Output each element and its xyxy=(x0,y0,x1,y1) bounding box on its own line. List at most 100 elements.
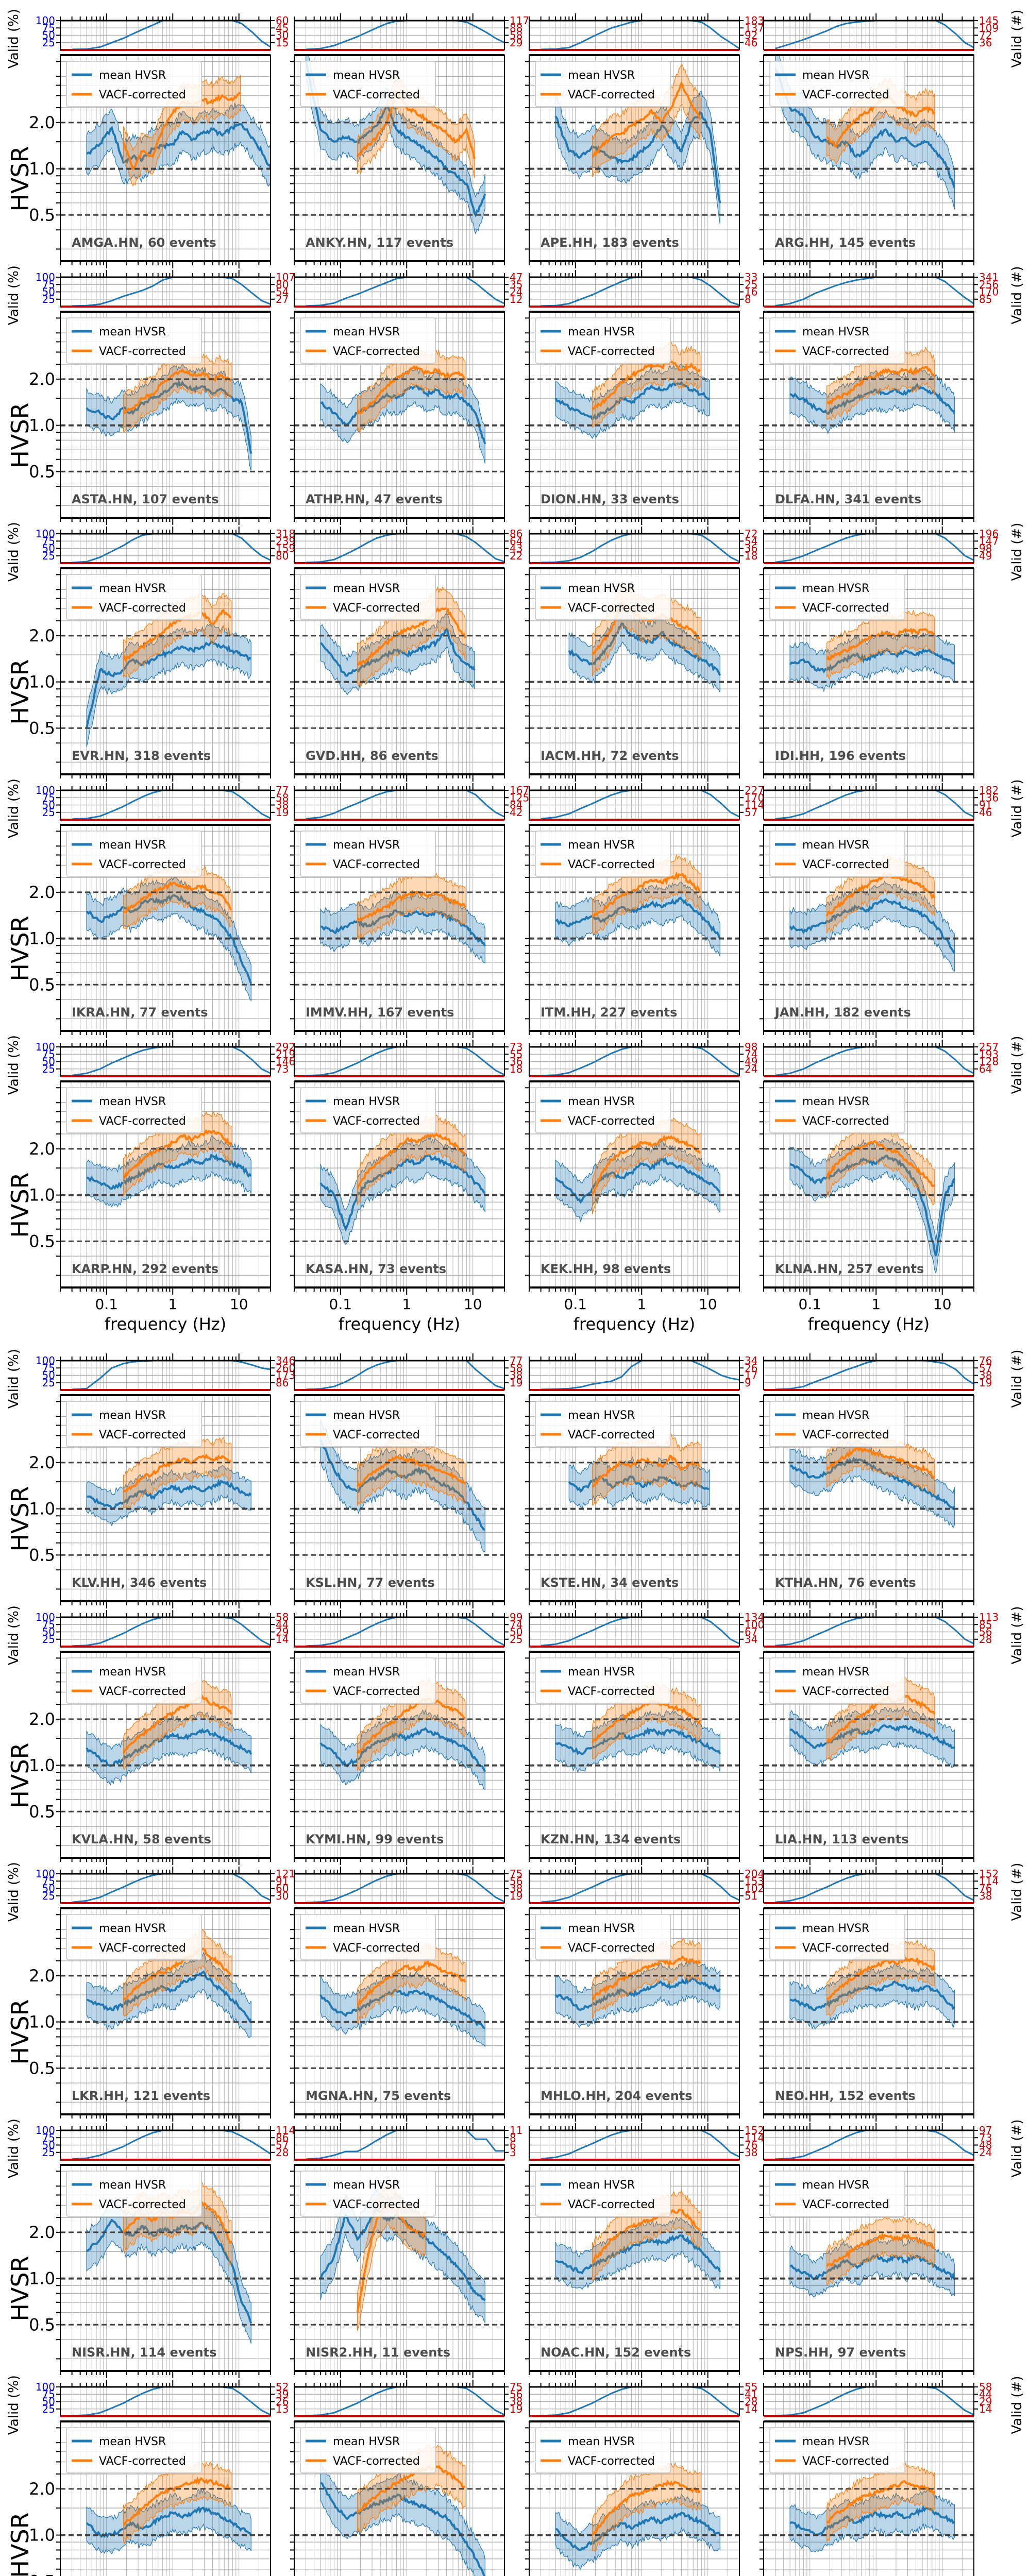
legend-label-vacf: VACF-corrected xyxy=(99,858,186,871)
legend: mean HVSR VACF-corrected xyxy=(769,574,905,620)
valid-count-tick-label: 58 xyxy=(510,1362,522,1374)
valid-percent-tick-label: 25 xyxy=(42,1063,55,1075)
legend-label-mean: mean HVSR xyxy=(802,69,869,82)
legend-label-vacf: VACF-corrected xyxy=(568,1115,655,1128)
legend: mean HVSR VACF-corrected xyxy=(66,1401,202,1447)
valid-count-axis-label: Valid (#) xyxy=(1009,266,1025,325)
valid-count-tick-label: 256 xyxy=(979,278,999,291)
valid-count-tick-label: 91 xyxy=(979,799,992,811)
valid-count-axis-label: Valid (#) xyxy=(1009,523,1025,581)
hvsr-tick-label: 1.0 xyxy=(29,1756,55,1775)
legend-label-mean: mean HVSR xyxy=(802,1095,869,1108)
valid-percent-line xyxy=(541,789,740,820)
mean-hvsr-line xyxy=(789,1155,956,1257)
hvsr-tick-label: 0.5 xyxy=(29,1802,55,1821)
legend-box xyxy=(66,574,202,620)
station-label: ASTA.HN, 107 events xyxy=(72,492,219,506)
vacf-corrected-line xyxy=(592,1454,701,1488)
legend-label-mean: mean HVSR xyxy=(333,582,400,595)
valid-count-tick-label: 25 xyxy=(745,278,757,291)
legend: mean HVSR VACF-corrected xyxy=(535,831,671,877)
valid-count-tick-label: 33 xyxy=(745,271,757,283)
hvsr-subplot: 0.5 1.0 2.0 HVSR Valid (%) mean HVSR VACF-corr… xyxy=(6,522,271,782)
valid-percent-tick-label: 100 xyxy=(36,1041,55,1053)
mean-hvsr-line xyxy=(320,909,486,946)
mean-hvsr-band xyxy=(320,1709,485,1790)
station-label: ATHP.HN, 47 events xyxy=(306,492,443,506)
hvsr-plot-area xyxy=(86,863,252,1002)
valid-count-tick-label: 86 xyxy=(276,1377,289,1389)
valid-count-tick-label: 55 xyxy=(510,1048,522,1060)
legend-box xyxy=(769,1401,905,1447)
mean-hvsr-line xyxy=(555,1726,721,1756)
legend-label-vacf: VACF-corrected xyxy=(568,89,655,101)
valid-count-tick-label: 24 xyxy=(745,1063,757,1075)
valid-count-tick-label: 36 xyxy=(745,543,757,555)
mean-hvsr-band xyxy=(789,880,955,972)
legend-label-mean: mean HVSR xyxy=(568,326,635,338)
station-label: DION.HN, 33 events xyxy=(541,492,679,506)
legend-box xyxy=(66,1087,202,1133)
valid-count-tick-label: 98 xyxy=(745,1041,757,1053)
valid-percent-tick-label: 25 xyxy=(42,37,55,49)
valid-count-tick-label: 196 xyxy=(979,528,999,540)
legend: mean HVSR VACF-corrected xyxy=(300,61,436,107)
valid-count-tick-label: 145 xyxy=(979,14,999,27)
valid-count-tick-label: 88 xyxy=(510,22,522,34)
hvsr-subplot: 0.5 1.0 2.0 HVSR Valid (%) mean HVSR VACF-corr… xyxy=(6,1605,271,1865)
valid-count-tick-label: 29 xyxy=(276,1626,289,1638)
valid-count-tick-label: 107 xyxy=(276,271,295,283)
hvsr-plot-area xyxy=(86,1437,252,1527)
valid-count-tick-label: 43 xyxy=(510,543,522,555)
legend-box xyxy=(769,317,905,364)
x-tick-label: 1 xyxy=(168,1296,177,1313)
x-tick-label: 10 xyxy=(699,1296,717,1313)
valid-count-tick-label: 137 xyxy=(745,22,764,34)
station-label: DLFA.HN, 341 events xyxy=(775,492,921,506)
legend-box xyxy=(300,1401,436,1447)
station-label: KASA.HN, 73 events xyxy=(306,1262,446,1276)
valid-percent-tick-label: 50 xyxy=(42,1626,55,1638)
station-label: EVR.HN, 318 events xyxy=(72,749,211,763)
valid-count-tick-label: 159 xyxy=(276,543,295,555)
vacf-corrected-line xyxy=(356,1132,466,1190)
legend: mean HVSR VACF-corrected xyxy=(769,317,905,364)
x-tick-label: 0.1 xyxy=(329,1296,352,1313)
valid-percent-axis-label: Valid (%) xyxy=(6,1035,22,1095)
hvsr-plot-area xyxy=(568,1433,710,1509)
mean-hvsr-line xyxy=(555,896,721,940)
legend-label-mean: mean HVSR xyxy=(802,839,869,852)
valid-count-tick-label: 219 xyxy=(276,1048,295,1060)
valid-count-tick-label: 73 xyxy=(510,1041,522,1053)
valid-count-tick-label: 114 xyxy=(745,799,764,811)
valid-percent-line xyxy=(775,1046,974,1076)
vacf-band xyxy=(123,350,232,432)
legend-label-mean: mean HVSR xyxy=(802,582,869,595)
hvsr-tick-label: 2.0 xyxy=(29,369,55,389)
legend-box xyxy=(535,1087,671,1133)
vacf-corrected-line xyxy=(592,81,701,158)
hvsr-subplot: 0.5 1.0 2.0 HVSR Valid (%) mean HVSR VACF-corr… xyxy=(6,1349,271,1608)
hvsr-plot-area xyxy=(86,1111,252,1208)
legend-label-mean: mean HVSR xyxy=(99,839,166,852)
valid-count-tick-label: 73 xyxy=(276,1063,289,1075)
mean-hvsr-band xyxy=(86,1711,251,1786)
hvsr-plot-area xyxy=(319,586,476,696)
mean-hvsr-line xyxy=(86,123,271,170)
valid-count-tick-label: 42 xyxy=(510,806,522,819)
valid-percent-line xyxy=(775,533,974,563)
legend-box xyxy=(300,1657,436,1704)
legend-label-mean: mean HVSR xyxy=(333,1666,400,1679)
valid-count-tick-label: 76 xyxy=(979,1354,992,1367)
